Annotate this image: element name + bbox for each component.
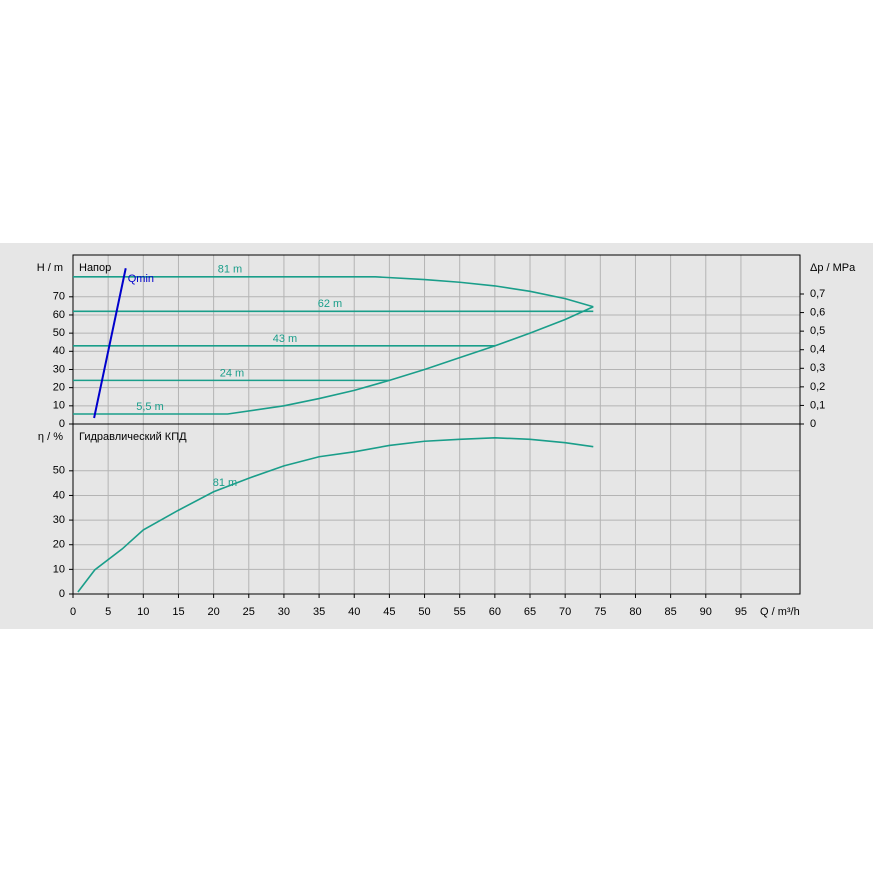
series-label: 62 m [318, 298, 342, 310]
x-tick-label: 35 [313, 606, 325, 618]
y2-tick-label: 0 [810, 418, 816, 430]
x-tick-label: 10 [137, 606, 149, 618]
x-tick-label: 15 [172, 606, 184, 618]
y-tick-label: 40 [53, 345, 65, 357]
y-tick-label: 70 [53, 291, 65, 303]
x-tick-label: 20 [207, 606, 219, 618]
y-tick-label: 60 [53, 309, 65, 321]
y-axis-label: η / % [38, 431, 63, 443]
y2-tick-label: 0,1 [810, 399, 825, 411]
y-tick-label: 50 [53, 465, 65, 477]
y-tick-label: 20 [53, 539, 65, 551]
x-tick-label: 40 [348, 606, 360, 618]
x-tick-label: 90 [700, 606, 712, 618]
x-tick-label: 60 [489, 606, 501, 618]
plot-area [73, 255, 800, 424]
x-tick-label: 50 [418, 606, 430, 618]
y2-tick-label: 0,3 [810, 362, 825, 374]
x-tick-label: 45 [383, 606, 395, 618]
y-tick-label: 50 [53, 327, 65, 339]
x-tick-label: 5 [105, 606, 111, 618]
x-tick-label: 30 [278, 606, 290, 618]
y-tick-label: 20 [53, 382, 65, 394]
x-axis-label: Q / m³/h [760, 606, 800, 618]
series-label: Qmin [128, 273, 154, 285]
curve [77, 436, 594, 593]
y2-tick-label: 0,2 [810, 381, 825, 393]
y-tick-label: 30 [53, 363, 65, 375]
series-label: 43 m [273, 333, 297, 345]
x-tick-label: 25 [243, 606, 255, 618]
y-tick-label: 10 [53, 563, 65, 575]
x-tick-label: 70 [559, 606, 571, 618]
x-tick-label: 55 [454, 606, 466, 618]
x-tick-label: 80 [629, 606, 641, 618]
curve [73, 306, 594, 415]
y-tick-label: 40 [53, 489, 65, 501]
y-tick-label: 30 [53, 514, 65, 526]
series-label: 81 m [218, 264, 242, 276]
y-tick-label: 0 [59, 588, 65, 600]
y-axis-label: H / m [37, 262, 63, 274]
y2-tick-label: 0,6 [810, 306, 825, 318]
x-tick-label: 95 [735, 606, 747, 618]
y2-tick-label: 0,5 [810, 325, 825, 337]
x-tick-label: 0 [70, 606, 76, 618]
series-label: 81 m [213, 477, 237, 489]
series-label: 5,5 m [136, 401, 164, 413]
panel-title: Гидравлический КПД [79, 431, 187, 443]
panel-title: Напор [79, 262, 111, 274]
y2-tick-label: 0,7 [810, 288, 825, 300]
y-tick-label: 0 [59, 418, 65, 430]
curve [73, 276, 594, 308]
curve [93, 268, 127, 419]
y2-tick-label: 0,4 [810, 344, 825, 356]
x-tick-label: 65 [524, 606, 536, 618]
x-tick-label: 75 [594, 606, 606, 618]
series-label: 24 m [220, 367, 244, 379]
plot-area [73, 424, 800, 594]
x-tick-label: 85 [665, 606, 677, 618]
plot-border [72, 423, 801, 595]
y2-axis-label: Δp / MPa [810, 262, 856, 274]
y-tick-label: 10 [53, 400, 65, 412]
